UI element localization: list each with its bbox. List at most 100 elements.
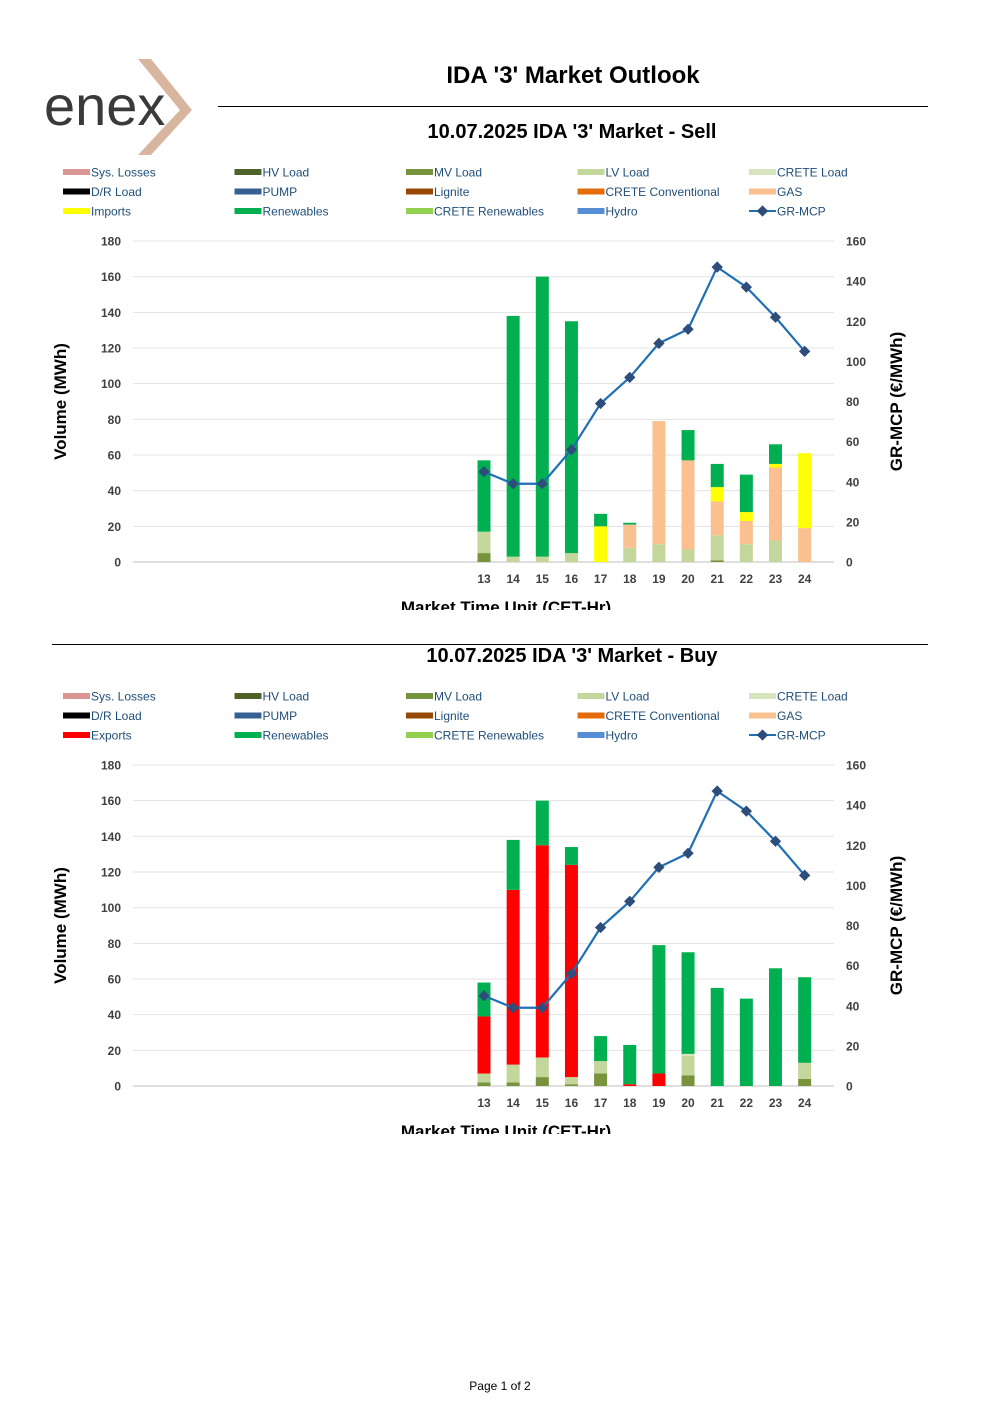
gr-mcp-point-20 [682,323,694,335]
legend-item-exports: Exports [63,729,132,743]
legend-marker [756,205,769,217]
bar-renewables-15 [535,276,549,557]
x-tick-label: 16 [565,1096,579,1110]
bar-lv-load-18 [623,547,637,562]
logo-text: enex [44,74,165,137]
legend-swatch [406,188,433,195]
x-tick-label: 14 [506,572,520,586]
legend-swatch [406,208,433,214]
legend-item-crete-renewables: CRETE Renewables [406,729,544,743]
y2-tick-label: 20 [846,515,860,529]
legend-swatch [406,712,433,719]
page-title: IDA '3' Market Outlook [446,62,700,89]
bar-gas-24 [798,528,812,562]
legend-swatch [749,693,776,699]
x-tick-label: 17 [594,572,608,586]
bar-mv-load-14 [506,1082,520,1086]
legend-swatch [577,693,605,699]
legend-item-mv-load: MV Load [406,690,482,704]
bar-renewables-16 [564,321,578,554]
x-axis-title: Market Time Unit (CET-Hr) [401,598,611,610]
legend-item-crete-conventional: CRETE Conventional [577,185,720,199]
y-tick-label: 140 [101,306,121,320]
bar-mv-load-15 [535,1077,549,1086]
bar-exports-13 [477,1016,491,1074]
legend-label: CRETE Renewables [434,205,544,219]
bar-renewables-18 [623,522,637,525]
y-tick-label: 140 [101,830,121,844]
legend-label: Exports [91,729,132,743]
bar-renewables-19 [652,945,666,1074]
bar-exports-15 [535,845,549,1058]
legend-item-imports: Imports [63,205,131,219]
section-divider [52,644,928,645]
gr-mcp-point-20 [682,847,694,859]
legend-item-gr-mcp: GR-MCP [749,205,826,219]
bar-renewables-18 [623,1044,637,1085]
bar-renewables-17 [594,1036,608,1062]
y-axis-title: Volume (MWh) [51,867,70,984]
y2-tick-label: 40 [846,475,860,489]
bar-lv-load-22 [739,544,753,562]
gr-mcp-point-18 [624,895,636,908]
x-tick-label: 24 [798,572,812,586]
legend-item-crete-load: CRETE Load [749,690,848,704]
bar-renewables-20 [681,952,695,1054]
legend-label: Imports [91,205,131,219]
legend-swatch [234,169,262,175]
y-tick-label: 120 [101,342,121,356]
sell-chart: 10.07.2025 IDA '3' Market - Sell Sys. Los… [51,121,906,610]
bars [477,800,812,1086]
bar-imports-23 [769,463,782,468]
legend-label: LV Load [606,166,650,180]
y-tick-label: 40 [108,484,122,498]
legend-item-gas: GAS [749,709,802,723]
legend-label: CRETE Conventional [606,185,720,199]
legend-item-renewables: Renewables [234,729,329,743]
bar-lv-load-17 [594,1061,608,1074]
bar-mv-load-21 [710,560,724,562]
bar-lv-load-23 [769,540,782,562]
bar-mv-load-16 [564,1084,578,1086]
y2-tick-label: 0 [846,556,853,570]
bar-lv-load-24 [798,1062,812,1079]
legend-swatch [234,188,262,195]
x-tick-label: 20 [681,572,695,586]
legend-swatch [234,208,262,214]
y-tick-label: 80 [108,413,122,427]
gr-mcp-point-13 [478,990,490,1002]
x-tick-label: 19 [652,1096,666,1110]
legend-item-d-r-load: D/R Load [63,709,142,723]
bar-exports-19 [652,1073,666,1086]
y2-tick-label: 120 [846,839,866,853]
gr-mcp-point-18 [624,371,636,384]
bar-mv-load-20 [681,1075,695,1086]
legend-label: MV Load [434,166,482,180]
legend-swatch [63,732,90,738]
x-tick-label: 18 [623,572,637,586]
bar-renewables-14 [506,839,520,890]
bar-renewables-15 [535,800,549,846]
y-tick-label: 40 [108,1008,122,1022]
y2-tick-label: 80 [846,919,860,933]
y2-tick-label: 80 [846,395,860,409]
gr-mcp-point-19 [653,861,665,873]
legend-label: Hydro [606,729,638,743]
legend-swatch [577,732,605,738]
y2-tick-label: 60 [846,959,860,973]
y-axis-title: Volume (MWh) [51,343,70,460]
legend-label: HV Load [263,690,310,704]
y2-tick-label: 160 [846,235,866,249]
legend: Sys. Losses HV Load MV Load LV Load CRETE Lo… [63,690,848,743]
y-tick-label: 0 [114,556,121,570]
legend-label: PUMP [263,709,298,723]
legend-label: Lignite [434,185,470,199]
title-divider [218,106,928,107]
legend-swatch [749,712,776,719]
buy-chart: 10.07.2025 IDA '3' Market - Buy Sys. Loss… [51,645,906,1134]
y2-tick-label: 160 [846,759,866,773]
legend-label: HV Load [263,166,310,180]
gr-mcp-point-21 [711,261,723,273]
legend-swatch [406,693,433,699]
bar-renewables-22 [739,474,753,513]
